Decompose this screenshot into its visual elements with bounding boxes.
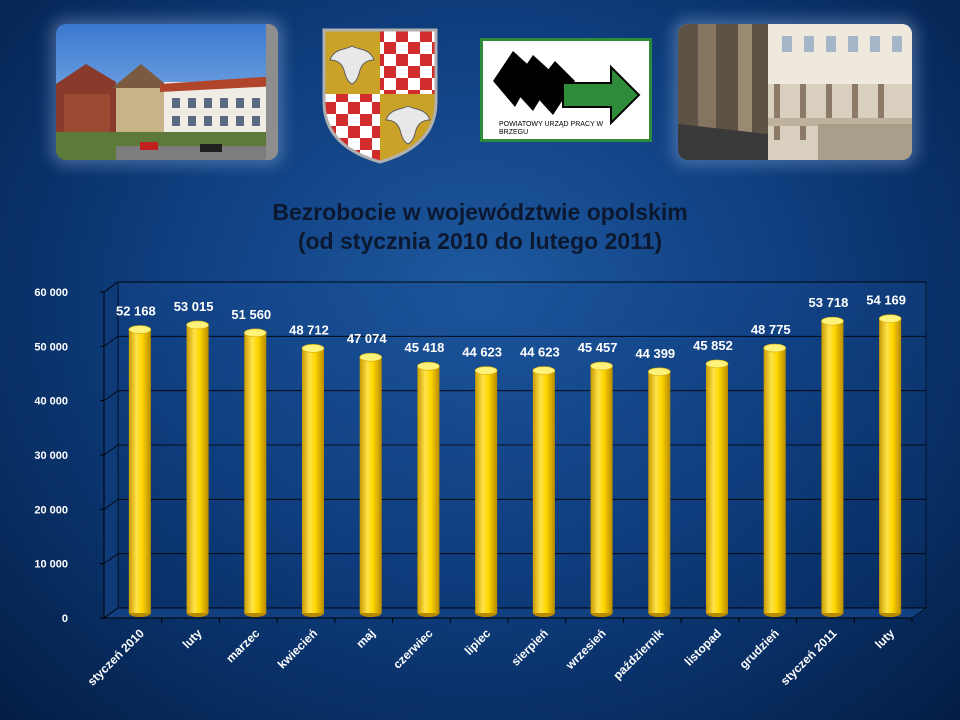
- data-label: 48 712: [289, 322, 329, 337]
- x-tick-label: wrzesień: [562, 626, 608, 672]
- data-label: 54 169: [866, 293, 906, 308]
- x-tick-label: kwiecień: [275, 626, 320, 671]
- y-tick-label: 10 000: [34, 559, 68, 571]
- y-tick-label: 40 000: [34, 396, 68, 408]
- data-label: 44 623: [462, 345, 502, 360]
- y-tick-label: 50 000: [34, 341, 68, 353]
- pup-brzeg-logo: POWIATOWY URZĄD PRACY W BRZEGU: [480, 38, 652, 142]
- bar: [359, 352, 383, 617]
- x-tick-label: lipiec: [462, 626, 494, 658]
- data-label: 45 852: [693, 338, 733, 353]
- data-label: 44 399: [635, 346, 675, 361]
- bar: [705, 359, 729, 617]
- x-tick-label: luty: [872, 626, 897, 651]
- x-tick-label: marzec: [223, 626, 262, 665]
- data-label: 45 418: [405, 340, 445, 355]
- logo-text: POWIATOWY URZĄD PRACY W BRZEGU: [499, 121, 604, 136]
- bar: [878, 314, 902, 617]
- gridline: [103, 335, 926, 347]
- data-label: 45 457: [578, 340, 618, 355]
- plot-area: [103, 281, 927, 619]
- gridline: [103, 281, 926, 293]
- x-tick-label: sierpień: [509, 626, 551, 668]
- y-tick-label: 60 000: [34, 287, 68, 299]
- data-label: 51 560: [231, 307, 271, 322]
- chart-title-line2: (od stycznia 2010 do lutego 2011): [297, 228, 663, 254]
- data-label: 44 623: [520, 345, 560, 360]
- bar: [763, 343, 787, 617]
- bar: [647, 367, 671, 617]
- x-tick-label: czerwiec: [390, 626, 436, 672]
- bar: [301, 344, 325, 617]
- bar: [821, 316, 844, 617]
- y-tick-label: 0: [62, 613, 68, 625]
- x-tick-label: luty: [180, 626, 205, 651]
- x-tick-label: październik: [610, 626, 666, 682]
- castle-courtyard-photo: [678, 24, 912, 160]
- bars: [128, 314, 902, 617]
- y-tick-label: 30 000: [34, 450, 68, 462]
- x-axis: styczeń 2010 luty marzec kwiecień maj czerwie…: [85, 617, 913, 688]
- data-label: 52 168: [116, 304, 156, 319]
- logo-cards-arrow-icon: [493, 51, 641, 126]
- bar: [590, 361, 613, 617]
- bar: [417, 361, 440, 617]
- y-tick-label: 20 000: [34, 504, 68, 516]
- town-hall-photo: [56, 24, 278, 160]
- data-label: 48 775: [751, 322, 791, 337]
- bar: [243, 328, 267, 617]
- x-tick-label: listopad: [682, 626, 724, 668]
- chart-title: Bezrobocie w województwie opolskim (od s…: [0, 198, 960, 256]
- data-label: 47 074: [347, 331, 388, 346]
- x-tick-label: styczeń 2011: [778, 626, 840, 688]
- x-tick-label: grudzień: [737, 626, 782, 671]
- x-tick-label: maj: [353, 626, 378, 651]
- chart-title-line1: Bezrobocie w województwie opolskim: [272, 199, 688, 225]
- bar: [186, 320, 209, 617]
- coat-of-arms-icon: [322, 28, 438, 164]
- data-labels: 52 168 53 015 51 560 48 712 47 074 45 418 44 6…: [116, 293, 906, 361]
- bar: [128, 325, 152, 617]
- x-tick-label: styczeń 2010: [85, 626, 147, 688]
- data-label: 53 015: [174, 299, 214, 314]
- bar: [474, 366, 498, 617]
- data-label: 53 718: [809, 295, 849, 310]
- bar: [532, 366, 556, 617]
